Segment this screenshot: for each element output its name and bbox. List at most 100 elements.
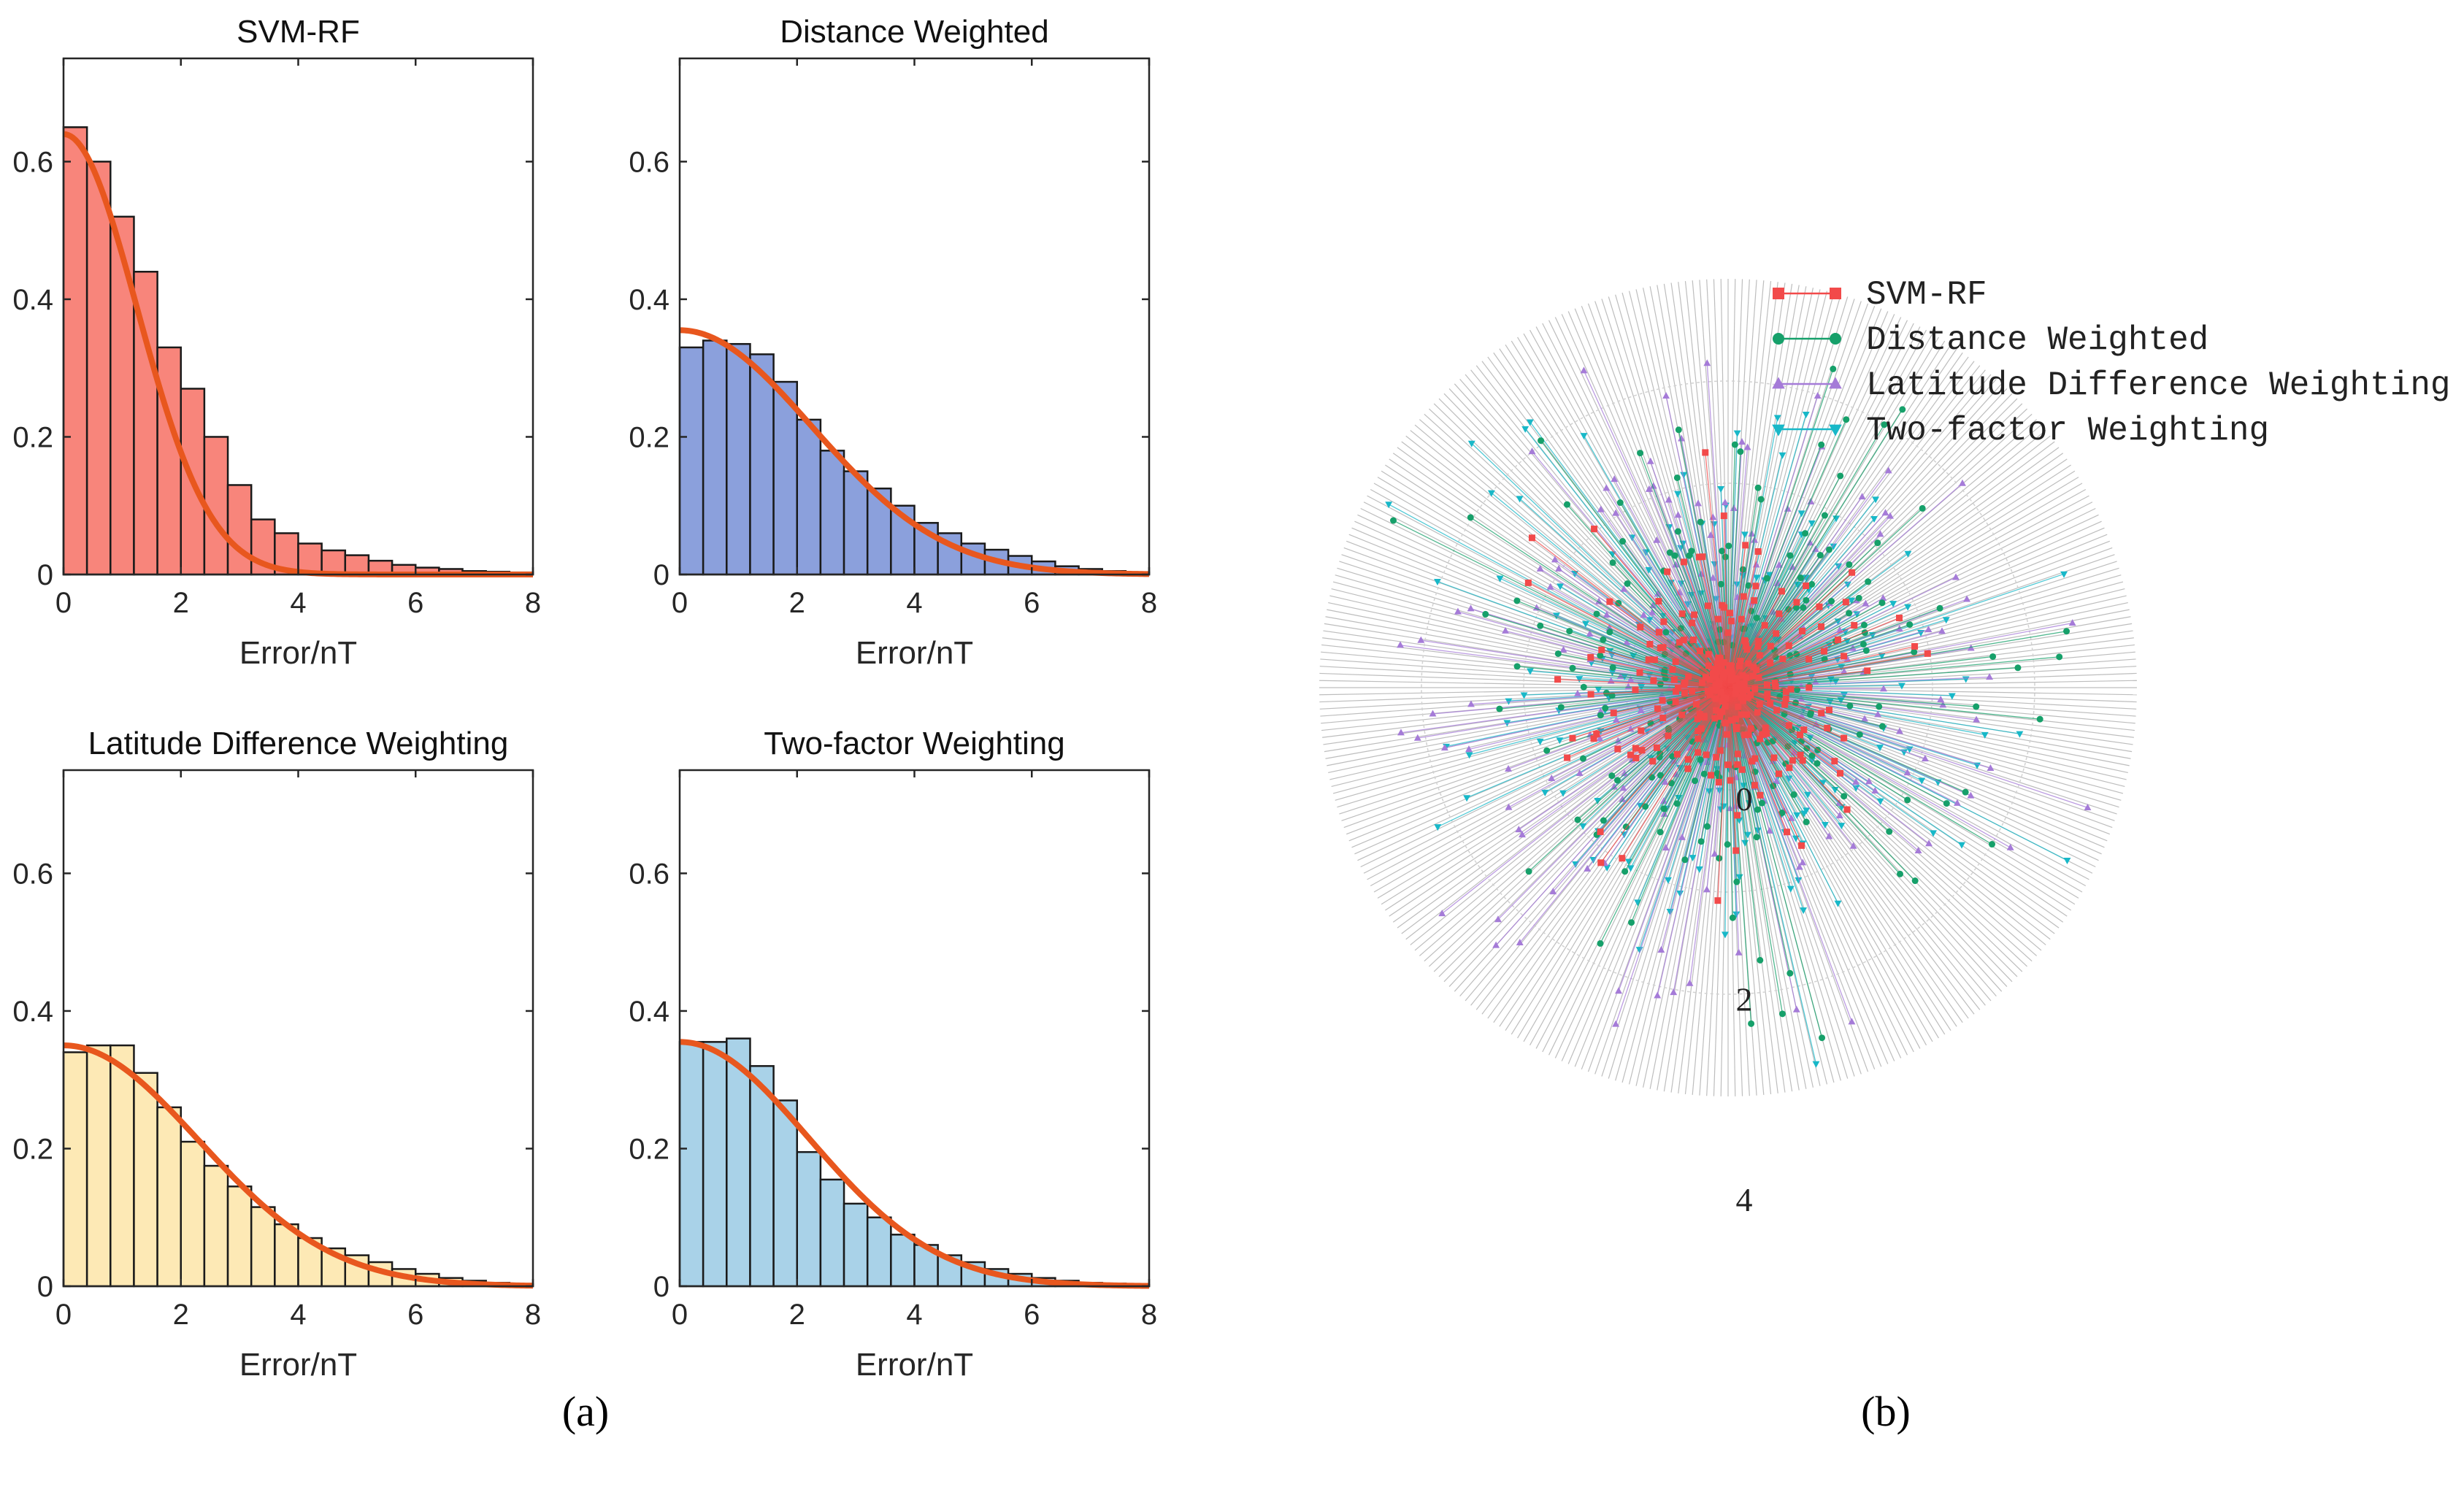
histogram-bar (85, 161, 112, 576)
chart-title: Distance Weighted (780, 14, 1049, 50)
x-tick-label: 8 (1141, 587, 1157, 619)
histogram-bar (250, 1206, 276, 1288)
radial-tick-label: 0 (1736, 780, 1753, 818)
legend-label: Distance Weighted (1866, 321, 2208, 359)
histogram-bar (133, 1072, 158, 1288)
x-tick-label: 4 (290, 587, 306, 619)
histogram-bar (819, 1178, 845, 1288)
histogram-bar (772, 380, 798, 576)
histogram-bar (180, 1140, 206, 1288)
x-tick-label: 6 (1024, 587, 1040, 619)
histogram-bar (62, 1051, 88, 1288)
histogram-bar (819, 450, 845, 576)
histogram-bar (796, 1150, 822, 1288)
histogram-bar (702, 339, 728, 576)
y-tick-label: 0.2 (629, 421, 669, 453)
legend-label: SVM-RF (1866, 276, 1987, 314)
x-tick-label: 0 (55, 587, 72, 619)
x-tick-label: 6 (407, 587, 423, 619)
histogram-bar (749, 1065, 775, 1288)
histogram-bar (796, 418, 822, 576)
y-tick-label: 0.4 (629, 996, 669, 1028)
histogram-svm-rf: 0 2 4 6 8 0 0.2 0.4 0.6 SVM-RF Error/nT (12, 14, 541, 671)
x-tick-label: 2 (789, 587, 805, 619)
fit-curve (63, 1042, 534, 1289)
panel-label-a: (a) (562, 1388, 609, 1435)
x-tick-label: 4 (906, 587, 922, 619)
y-tick-label: 0 (37, 1271, 53, 1303)
x-tick-label: 2 (789, 1299, 805, 1331)
histogram-distance-weighted: 0 2 4 6 8 0 0.2 0.4 0.6 Distance Weighted Error/nT (629, 14, 1157, 671)
y-tick-label: 0.4 (629, 284, 669, 316)
legend-item: Two-factor Weighting (1772, 412, 2269, 450)
x-axis-label: Error/nT (239, 635, 357, 671)
x-tick-label: 4 (290, 1299, 306, 1331)
histogram-bar (843, 1202, 869, 1288)
chart-title: Latitude Difference Weighting (88, 726, 509, 761)
histogram-bar (890, 1234, 916, 1288)
histogram-bar (110, 1044, 135, 1288)
fit-curve (679, 327, 1150, 577)
y-tick-label: 0.2 (12, 1133, 53, 1165)
polar-series-svm-rf (1524, 449, 1931, 904)
chart-title: Two-factor Weighting (764, 726, 1064, 761)
radial-tick-label: 4 (1736, 1181, 1753, 1218)
histogram-bar (62, 126, 88, 576)
histogram-bar (226, 484, 253, 576)
legend-item: Distance Weighted (1773, 321, 2208, 359)
histogram-bar (866, 1216, 892, 1288)
y-tick-label: 0 (653, 1271, 669, 1303)
x-tick-label: 8 (525, 1299, 541, 1331)
y-tick-label: 0.2 (12, 421, 53, 453)
histogram-bar (726, 342, 751, 576)
legend-label: Latitude Difference Weighting (1866, 366, 2451, 404)
histogram-bar (226, 1185, 253, 1288)
histogram-bar (772, 1099, 798, 1288)
y-tick-label: 0.2 (629, 1133, 669, 1165)
histogram-latitude-difference-weighting: 0 2 4 6 8 0 0.2 0.4 0.6 Latitude Difference Weigh… (12, 726, 541, 1383)
y-tick-label: 0.6 (629, 858, 669, 890)
histogram-bar (749, 353, 775, 576)
x-tick-label: 6 (1024, 1299, 1040, 1331)
legend-item: SVM-RF (1773, 276, 1987, 314)
histogram-bar (344, 554, 370, 576)
x-axis-label: Error/nT (239, 1347, 357, 1383)
histogram-bar (110, 215, 135, 576)
legend-item: Latitude Difference Weighting (1772, 366, 2451, 404)
legend: SVM-RF Distance Weighted Latitude Differen… (1772, 276, 2451, 450)
x-tick-label: 2 (173, 1299, 189, 1331)
x-tick-label: 2 (173, 587, 189, 619)
x-tick-label: 8 (525, 587, 541, 619)
y-tick-label: 0 (37, 559, 53, 591)
y-tick-label: 0.6 (12, 146, 53, 178)
x-tick-label: 0 (672, 587, 688, 619)
histogram-bar (678, 1041, 705, 1288)
histogram-bar (843, 470, 869, 576)
histogram-bar (85, 1044, 112, 1288)
legend-label: Two-factor Weighting (1866, 412, 2269, 450)
radial-circle (1421, 380, 2035, 995)
histogram-bar (203, 1164, 229, 1288)
histogram-bar (678, 346, 705, 576)
x-tick-label: 8 (1141, 1299, 1157, 1331)
histogram-bar (702, 1041, 728, 1288)
histogram-bar (156, 346, 183, 576)
fit-curve (679, 1039, 1150, 1289)
y-tick-label: 0.6 (12, 858, 53, 890)
x-tick-label: 0 (672, 1299, 688, 1331)
y-tick-label: 0.4 (12, 996, 53, 1028)
histogram-bar (156, 1106, 183, 1288)
x-tick-label: 6 (407, 1299, 423, 1331)
radial-tick-label: 2 (1736, 980, 1753, 1018)
radial-circle (1523, 483, 1933, 893)
panel-label-b: (b) (1861, 1388, 1911, 1435)
x-tick-label: 4 (906, 1299, 922, 1331)
histogram-two-factor-weighting: 0 2 4 6 8 0 0.2 0.4 0.6 Two-factor Weighting Error… (629, 726, 1157, 1383)
x-axis-label: Error/nT (856, 1347, 973, 1383)
y-tick-label: 0 (653, 559, 669, 591)
polar-error-plot: 0 2 4 SVM-RF Distance Weighted Latitude Diffe… (1319, 276, 2451, 1218)
y-tick-label: 0.6 (629, 146, 669, 178)
histogram-bar (726, 1037, 751, 1288)
chart-title: SVM-RF (237, 14, 360, 50)
